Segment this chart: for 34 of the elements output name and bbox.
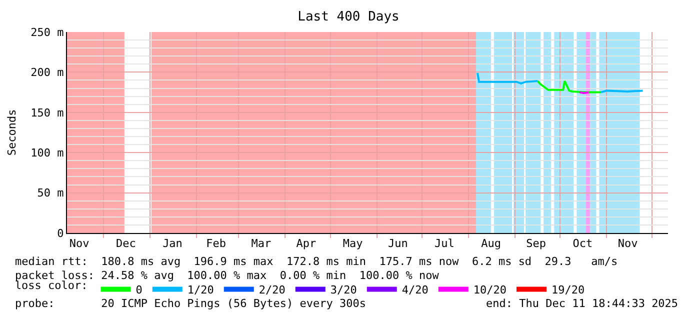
x-tick-label: Sep	[526, 237, 546, 250]
text: end: Thu Dec 11 18:44:33 2025	[486, 297, 678, 310]
y-tick-label: 150 m	[30, 106, 64, 120]
x-tick-label: Aug	[481, 237, 501, 250]
y-tick-label: 100 m	[30, 146, 64, 160]
line-series	[536, 80, 602, 94]
chart-title: Last 400 Days	[298, 10, 400, 25]
legend-label: 10/20	[473, 284, 507, 297]
legend-title: loss color:	[14, 279, 88, 292]
legend-label: 19/20	[552, 284, 585, 297]
x-tick-label: Jan	[162, 237, 182, 250]
text: packet loss: 24.58 % avg 100.00 % max 0.00 % min 100.00 % now	[15, 269, 440, 282]
text: probe: 20 ICMP Echo Pings (56 Bytes) every 300s	[15, 297, 366, 310]
y-tick-label: 200 m	[30, 66, 64, 80]
x-tick-label: Nov	[618, 237, 638, 250]
legend-label: 2/20	[258, 284, 286, 297]
legend-label: 3/20	[330, 284, 357, 297]
y-tick-label: 250 m	[30, 26, 64, 39]
x-tick-label: Jul	[434, 237, 454, 250]
x-tick-label: Feb	[206, 237, 226, 250]
x-tick-label: Oct	[572, 237, 593, 250]
legend-label: 4/20	[402, 284, 428, 297]
y-axis-title: Seconds	[5, 109, 18, 156]
x-tick-label: Jun	[388, 237, 408, 250]
legend-label: 1/20	[187, 284, 214, 297]
text: median rtt: 180.8 ms avg 196.9 ms max 172.8 ms min 175.7 ms now 6.2 ms sd 29.3 am/s	[15, 255, 618, 268]
y-tick-label: 50 m	[37, 186, 64, 200]
legend-label: 0	[136, 284, 142, 297]
y-tick-label: 0	[57, 226, 64, 240]
x-tick-label: Mar	[251, 237, 272, 250]
x-tick-label: Apr	[296, 237, 317, 250]
x-tick-label: May	[342, 237, 364, 250]
x-tick-label: Nov	[69, 237, 90, 250]
x-tick-label: Dec	[116, 237, 136, 250]
